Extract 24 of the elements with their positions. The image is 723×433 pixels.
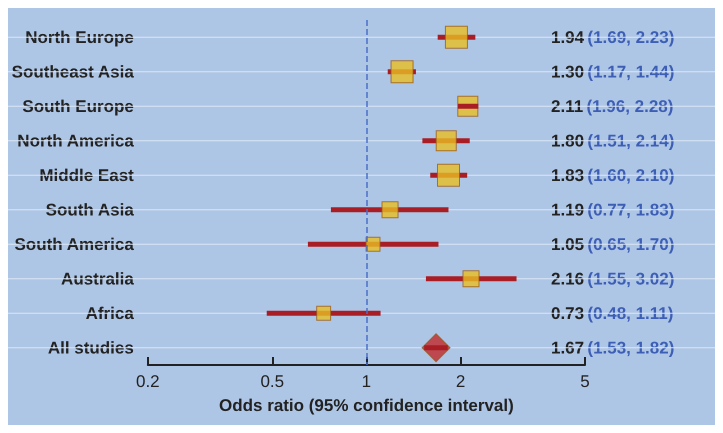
text: 1.83 (1.60, 2.10)	[551, 166, 674, 185]
x-tick-label: 0.2	[136, 372, 160, 391]
text: 2.11 (1.96, 2.28)	[551, 96, 674, 116]
text: 2.16 (1.55, 3.02)	[551, 269, 674, 288]
text: 1.67 (1.53, 1.82)	[551, 338, 674, 358]
x-tick-label: 0.5	[260, 372, 284, 391]
text: 1.19 (0.77, 1.83)	[551, 200, 674, 220]
text: 1.05 (0.65, 1.70)	[551, 234, 674, 254]
y-tick-label: Africa	[86, 304, 134, 323]
y-tick-label: Southeast Asia	[12, 62, 134, 82]
text: 1.80 (1.51, 2.14)	[551, 131, 674, 150]
y-tick-label: All studies	[48, 338, 134, 358]
y-tick-label: South America	[14, 234, 134, 254]
x-tick-label: 2	[456, 372, 466, 391]
y-tick-label: North America	[17, 131, 134, 150]
y-tick-label: Australia	[61, 269, 134, 288]
text: 1.94 (1.69, 2.23)	[551, 28, 674, 47]
y-tick-label: South Asia	[46, 200, 134, 220]
x-tick-label: 5	[580, 372, 590, 391]
x-axis-title: Odds ratio (95% confidence interval)	[219, 396, 514, 415]
x-tick-label: 1	[362, 372, 372, 391]
text: 1.30 (1.17, 1.44)	[551, 62, 674, 82]
y-tick-label: Middle East	[39, 166, 134, 185]
text: 0.73 (0.48, 1.11)	[551, 304, 674, 323]
